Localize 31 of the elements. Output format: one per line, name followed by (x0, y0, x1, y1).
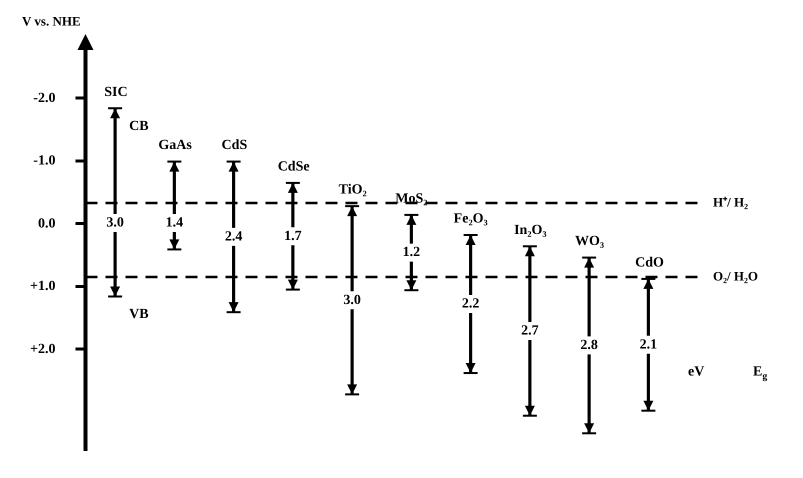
annotation: VB (129, 307, 149, 322)
data-label: 2.7 (521, 324, 539, 339)
data-label: 2.2 (462, 296, 480, 312)
annotation: CB (129, 118, 149, 134)
data-label: 3.0 (106, 216, 124, 231)
data-label: 2.8 (580, 338, 598, 354)
ref-line-label: O₂/ H₂O (713, 268, 758, 284)
data-label: 1.2 (402, 245, 420, 260)
x-tick-label: GaAs (158, 138, 192, 154)
annotation: eV (688, 364, 704, 380)
data-label: 2.4 (224, 229, 242, 244)
x-tick-label: TiO₂ (338, 182, 367, 198)
ref-line-label: H⁺/ H₂ (713, 194, 748, 210)
data-label: 1.4 (166, 216, 184, 231)
x-tick-label: CdS (222, 138, 248, 154)
x-tick-label: SIC (104, 84, 128, 100)
x-tick-label: In₂O₃ (514, 222, 547, 238)
y-axis-title: V vs. NHE (22, 13, 81, 28)
x-tick-label: CdSe (278, 160, 310, 175)
x-tick-label: CdO (635, 256, 664, 271)
y-tick-label: +2.0 (30, 342, 56, 357)
y-tick-label: 0.0 (38, 216, 56, 232)
y-tick-label: -1.0 (33, 154, 56, 169)
data-label: 1.7 (284, 228, 302, 244)
x-tick-label: MoS₂ (395, 192, 428, 207)
y-tick-label: -2.0 (33, 90, 56, 106)
data-label: 2.1 (640, 337, 658, 352)
x-tick-label: WO₃ (575, 234, 604, 250)
data-label: 3.0 (343, 292, 361, 308)
y-tick-label: +1.0 (30, 279, 56, 294)
x-tick-label: Fe₂O₃ (454, 212, 488, 227)
